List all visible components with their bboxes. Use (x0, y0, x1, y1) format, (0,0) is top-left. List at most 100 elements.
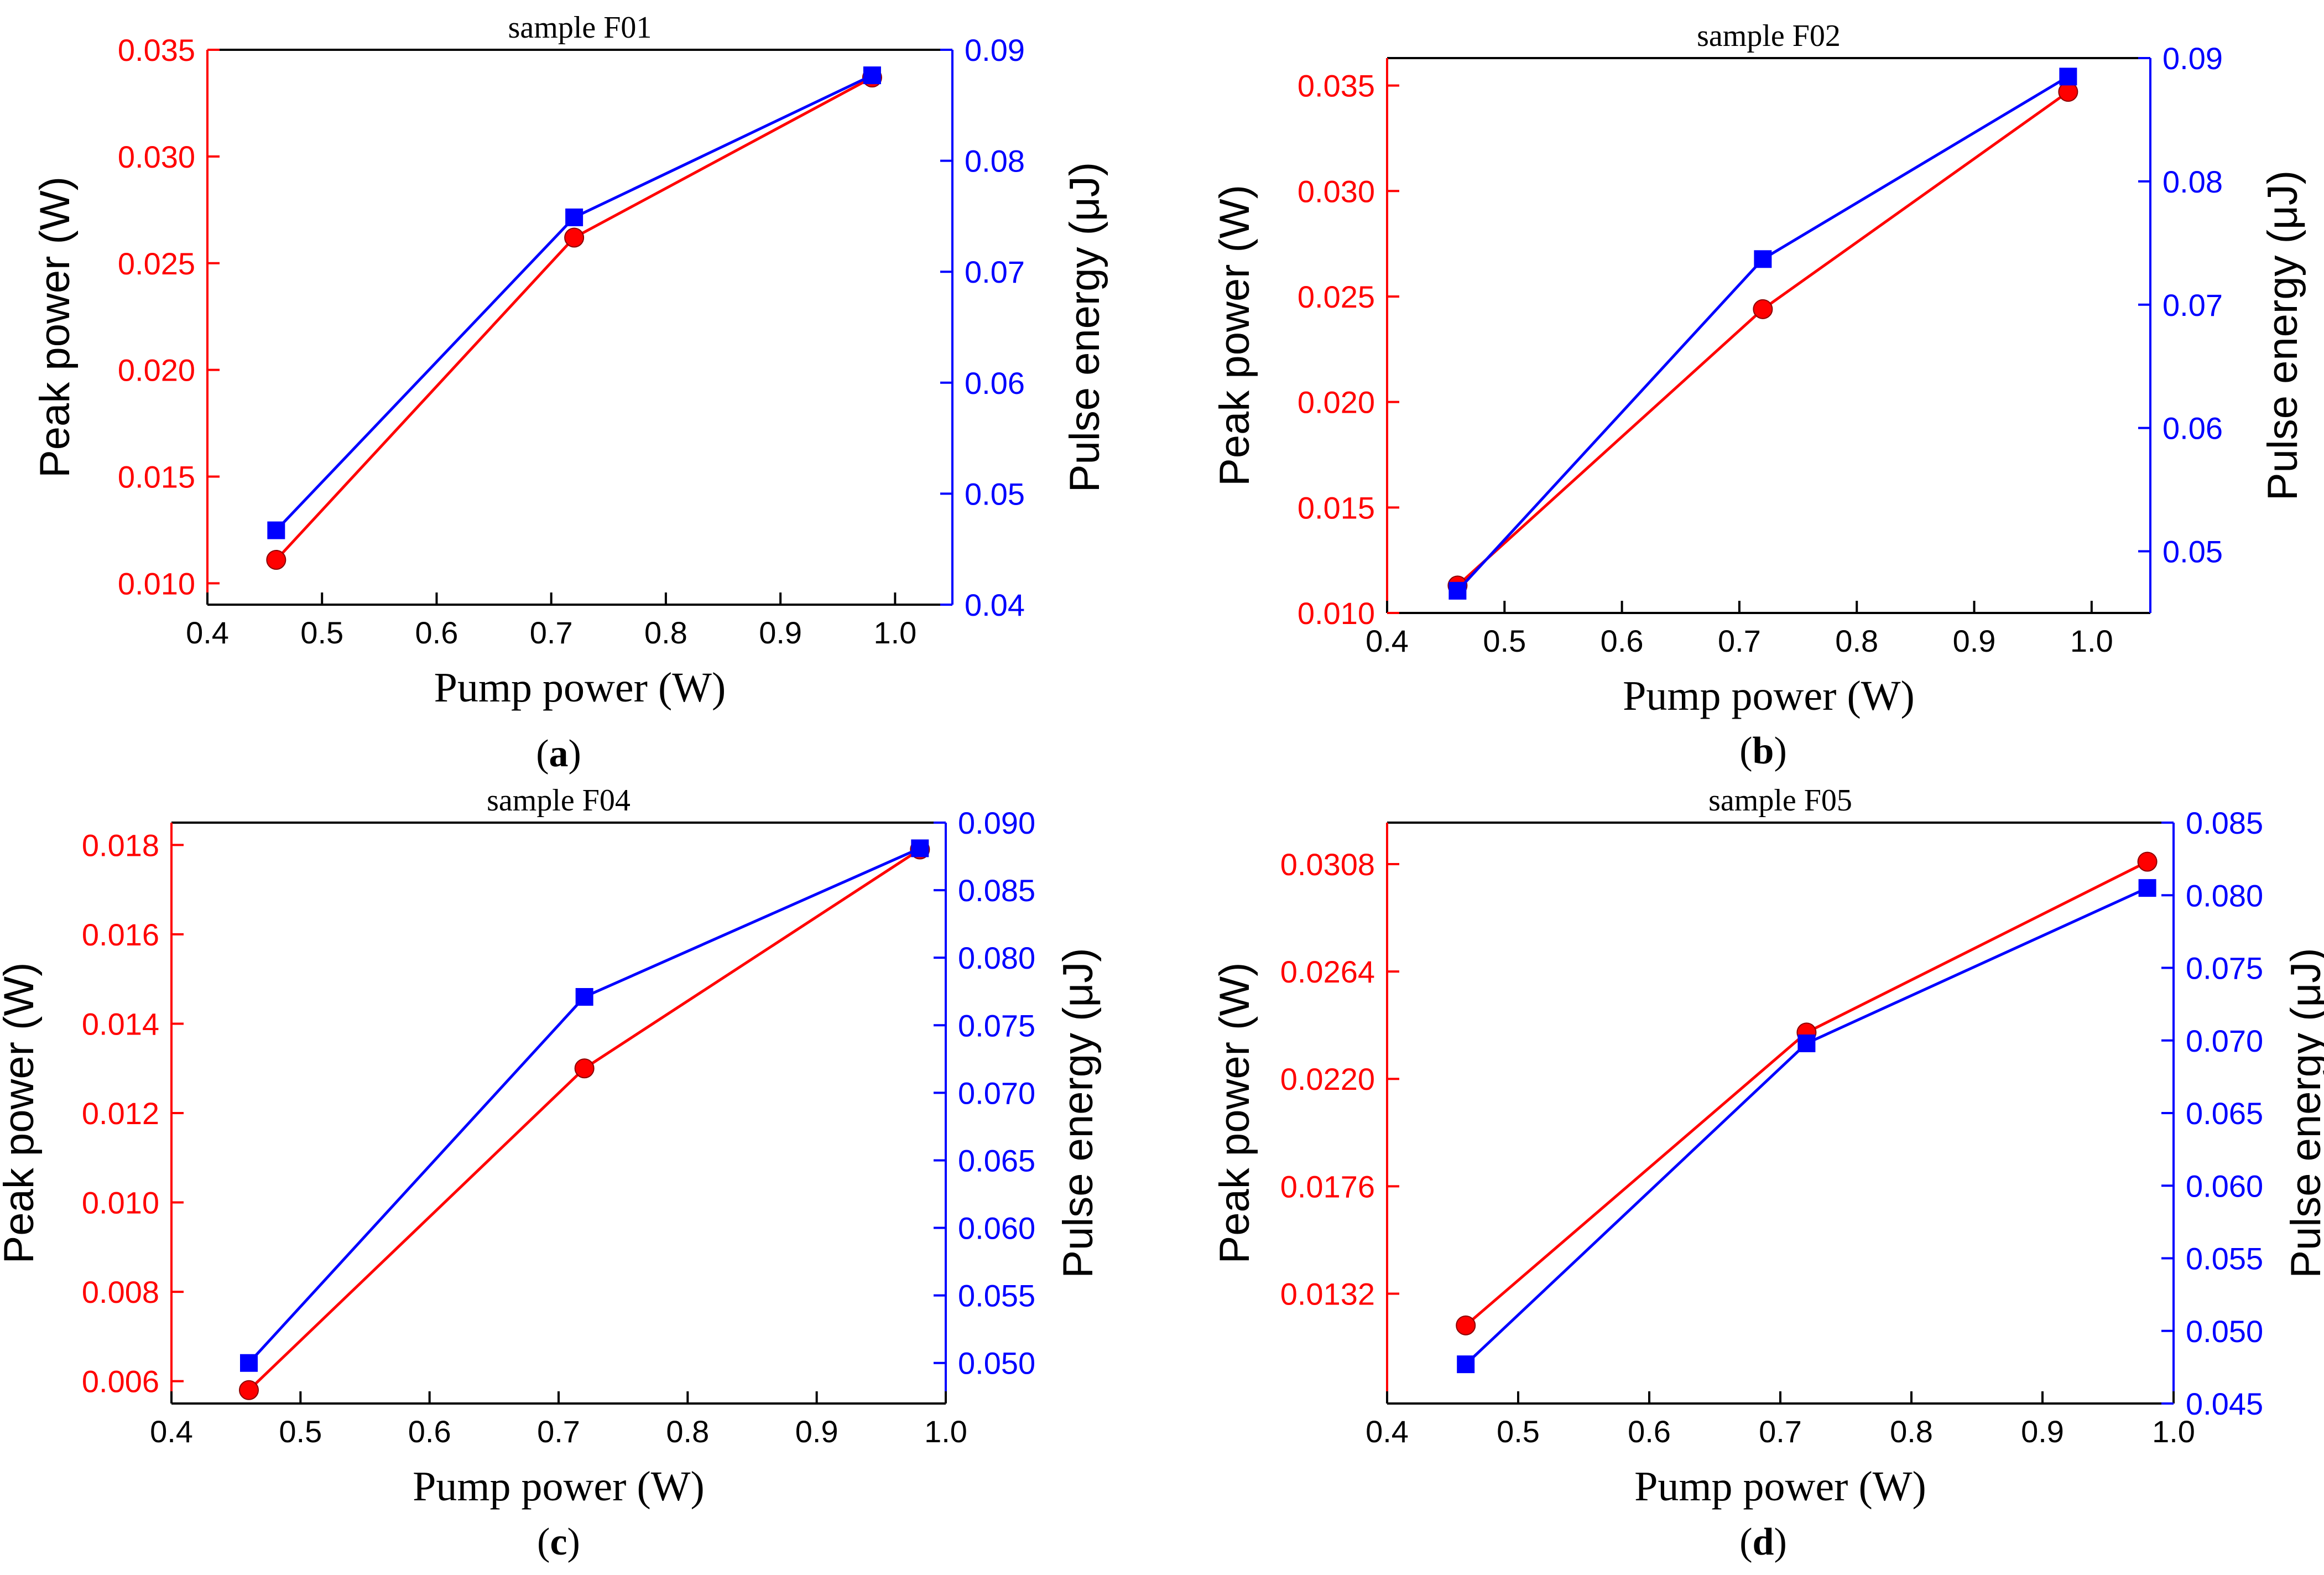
panel-label-letter: d (1753, 1521, 1774, 1563)
pulse-energy-point (240, 1354, 258, 1372)
left-y-axis-label: Peak power (W) (1211, 963, 1258, 1264)
right-y-tick-label: 0.050 (2186, 1314, 2263, 1349)
right-y-tick-label: 0.09 (965, 33, 1025, 67)
panel-label: (c) (537, 1521, 580, 1563)
panel-sample-f05: sample F05 0.4 0.5 0.6 0.7 0.8 0.9 1.0 0.0132 0.0… (1211, 783, 2324, 1563)
peak-power-point (1456, 1315, 1476, 1335)
x-tick-label: 1.0 (873, 615, 916, 650)
x-tick-label: 0.8 (666, 1414, 709, 1449)
panel-label-close: ) (1774, 730, 1786, 772)
pulse-energy-point (1457, 1355, 1475, 1374)
x-axis-label: Pump power (W) (413, 1463, 705, 1510)
x-tick-label: 0.8 (644, 615, 687, 650)
left-y-tick-label: 0.018 (82, 828, 159, 862)
right-y-tick-label: 0.070 (958, 1075, 1035, 1110)
pulse-energy-point (575, 988, 593, 1006)
peak-power-point (1753, 299, 1773, 319)
left-y-tick-label: 0.010 (118, 566, 195, 601)
panel-label-letter: c (550, 1521, 567, 1563)
left-y-tick-label: 0.006 (82, 1364, 159, 1399)
chart-title: sample F01 (508, 11, 652, 45)
pulse-energy-point (267, 521, 285, 539)
right-y-tick-label: 0.055 (2186, 1241, 2263, 1276)
panel-sample-f01: sample F01 0.4 0.5 0.6 0.7 0.8 0.9 1.0 0.010 0.01… (32, 11, 1108, 775)
series-line-pulse-energy (1465, 886, 2148, 1365)
panel-label-letter: a (549, 732, 569, 775)
peak-power-point (239, 1380, 259, 1400)
x-tick-label: 0.6 (1628, 1414, 1671, 1449)
left-y-tick-label: 0.010 (1298, 596, 1375, 631)
x-tick-label: 0.5 (279, 1414, 322, 1449)
panel-label-open: ( (1739, 730, 1752, 772)
x-axis-label: Pump power (W) (434, 664, 726, 711)
panel-label-letter: b (1753, 730, 1774, 772)
left-y-tick-label: 0.030 (1298, 174, 1375, 209)
x-tick-label: 0.6 (1601, 623, 1644, 658)
pulse-energy-point (1754, 250, 1772, 268)
x-tick-label: 0.8 (1890, 1414, 1933, 1449)
right-y-tick-label: 0.050 (958, 1346, 1035, 1381)
x-axis-label: Pump power (W) (1623, 673, 1915, 719)
series-line-pulse-energy (248, 847, 921, 1364)
right-y-tick-label: 0.070 (2186, 1023, 2263, 1058)
left-y-axis-label: Peak power (W) (32, 176, 79, 478)
right-y-tick-label: 0.055 (958, 1278, 1035, 1313)
left-y-tick-label: 0.020 (1298, 385, 1375, 420)
peak-power-point (574, 1058, 595, 1079)
panel-sample-f04: sample F04 0.4 0.5 0.6 0.7 0.8 0.9 1.0 0.006 0.00… (0, 783, 1102, 1563)
x-tick-label: 0.6 (408, 1414, 451, 1449)
right-y-tick-label: 0.065 (2186, 1096, 2263, 1131)
right-y-tick-label: 0.05 (2163, 534, 2223, 569)
left-y-tick-label: 0.012 (82, 1096, 159, 1131)
right-y-axis-label: Pulse energy (μJ) (1061, 162, 1108, 492)
right-y-tick-label: 0.04 (965, 588, 1025, 622)
right-y-axis-label: Pulse energy (μJ) (2283, 948, 2324, 1278)
right-y-tick-label: 0.065 (958, 1143, 1035, 1178)
right-y-tick-label: 0.085 (2186, 805, 2263, 840)
left-y-tick-label: 0.014 (82, 1006, 159, 1041)
right-y-tick-label: 0.07 (965, 254, 1025, 289)
peak-power-point (266, 549, 286, 570)
x-tick-label: 0.9 (2021, 1414, 2064, 1449)
panel-label-open: ( (1739, 1521, 1752, 1563)
x-tick-label: 0.7 (1759, 1414, 1802, 1449)
right-y-tick-label: 0.090 (958, 805, 1035, 840)
left-y-axis-label: Peak power (W) (0, 963, 43, 1264)
left-y-tick-label: 0.0220 (1280, 1062, 1375, 1096)
panel-label: (d) (1739, 1521, 1787, 1563)
pulse-energy-point (863, 66, 881, 85)
left-y-tick-label: 0.015 (1298, 490, 1375, 525)
left-y-tick-label: 0.035 (1298, 69, 1375, 103)
left-y-tick-label: 0.0264 (1280, 954, 1375, 989)
x-tick-label: 0.9 (795, 1414, 838, 1449)
left-y-tick-label: 0.008 (82, 1275, 159, 1309)
left-y-tick-label: 0.010 (82, 1186, 159, 1220)
panel-label: (b) (1739, 730, 1787, 772)
left-y-tick-label: 0.0176 (1280, 1169, 1375, 1204)
left-y-axis-label: Peak power (W) (1211, 185, 1258, 486)
panel-label-close: ) (569, 732, 581, 775)
right-y-tick-label: 0.07 (2163, 288, 2223, 323)
left-y-tick-label: 0.030 (118, 139, 195, 174)
pulse-energy-point (911, 839, 929, 857)
panel-label-open: ( (536, 732, 549, 775)
left-y-tick-label: 0.020 (118, 353, 195, 388)
x-tick-label: 0.6 (415, 615, 458, 650)
x-tick-label: 0.7 (530, 615, 573, 650)
x-tick-label: 0.4 (150, 1414, 193, 1449)
right-y-tick-label: 0.06 (2163, 411, 2223, 446)
x-tick-label: 0.4 (186, 615, 229, 650)
panel-label-close: ) (1774, 1521, 1786, 1563)
right-y-tick-label: 0.06 (965, 366, 1025, 401)
chart-title: sample F05 (1708, 783, 1852, 818)
left-y-tick-label: 0.016 (82, 917, 159, 952)
left-y-tick-label: 0.015 (118, 460, 195, 495)
series-line-peak-power (1456, 90, 2069, 587)
x-tick-label: 0.4 (1366, 623, 1409, 658)
x-axis-label: Pump power (W) (1634, 1463, 1926, 1510)
right-y-tick-label: 0.08 (965, 144, 1025, 179)
series-line-peak-power (248, 848, 921, 1391)
pulse-energy-point (2138, 879, 2156, 897)
series-line-peak-power (275, 76, 873, 561)
